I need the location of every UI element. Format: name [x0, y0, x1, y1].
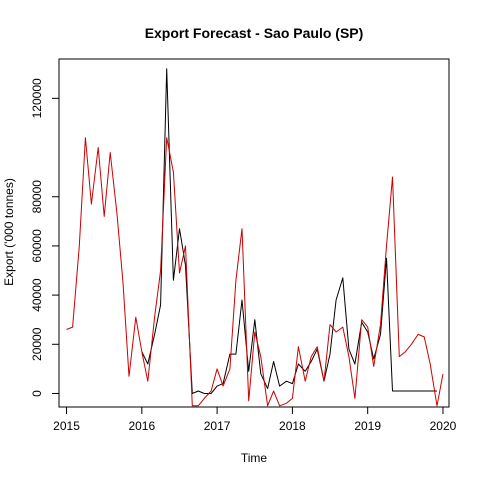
y-tick-label: 20000	[30, 327, 44, 361]
x-tick-label: 2015	[53, 419, 80, 433]
x-tick-label: 2019	[354, 419, 381, 433]
chart-title: Export Forecast - Sao Paulo (SP)	[145, 25, 364, 41]
x-axis-label: Time	[241, 451, 268, 465]
x-tick-label: 2018	[279, 419, 306, 433]
x-tick-label: 2016	[128, 419, 155, 433]
y-tick-label: 80000	[30, 180, 44, 214]
y-tick-label: 0	[30, 390, 44, 397]
x-tick-label: 2020	[430, 419, 457, 433]
y-axis: 0 20000 40000 60000 80000 120000	[30, 78, 60, 397]
y-tick-label: 120000	[30, 78, 44, 118]
y-axis-label: Export ('000 tonnes)	[2, 178, 16, 286]
plot-area	[66, 68, 444, 407]
series-layer	[66, 68, 444, 407]
x-tick-label: 2017	[204, 419, 231, 433]
x-axis: 2015 2016 2017 2018 2019 2020	[53, 406, 457, 433]
y-tick-label: 60000	[30, 229, 44, 263]
y-tick-label: 40000	[30, 278, 44, 312]
series-line-2	[66, 137, 444, 407]
